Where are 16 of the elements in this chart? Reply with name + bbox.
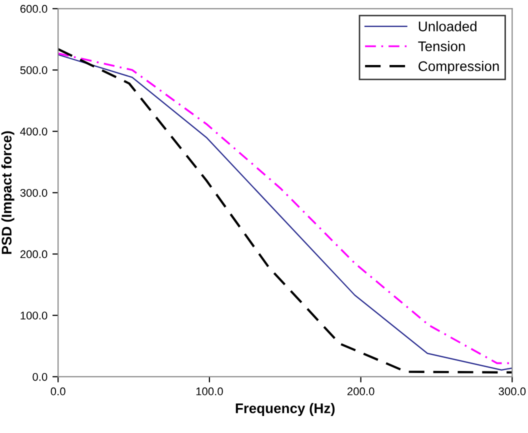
x-tick-label: 300.0 [498, 387, 526, 396]
y-tick-label: 500.0 [20, 66, 48, 74]
y-tick-label: 600.0 [20, 4, 48, 13]
legend-label: Tension [418, 41, 465, 52]
y-tick-label: 0.0 [32, 372, 48, 381]
y-tick-label: 200.0 [20, 250, 48, 258]
x-axis-title: Frequency (Hz) [236, 403, 335, 416]
y-tick-label: 300.0 [20, 188, 48, 197]
y-tick-label: 400.0 [20, 128, 48, 136]
y-tick-label: 100.0 [20, 312, 48, 320]
y-axis-title: PSD (Impact force) [1, 131, 14, 254]
legend-label: Unloaded [418, 21, 476, 32]
x-tick-label: 100.0 [196, 387, 223, 396]
x-tick-label: 200.0 [347, 387, 374, 396]
x-tick-label: 0.0 [50, 387, 66, 396]
legend-label: Compression [418, 60, 499, 74]
